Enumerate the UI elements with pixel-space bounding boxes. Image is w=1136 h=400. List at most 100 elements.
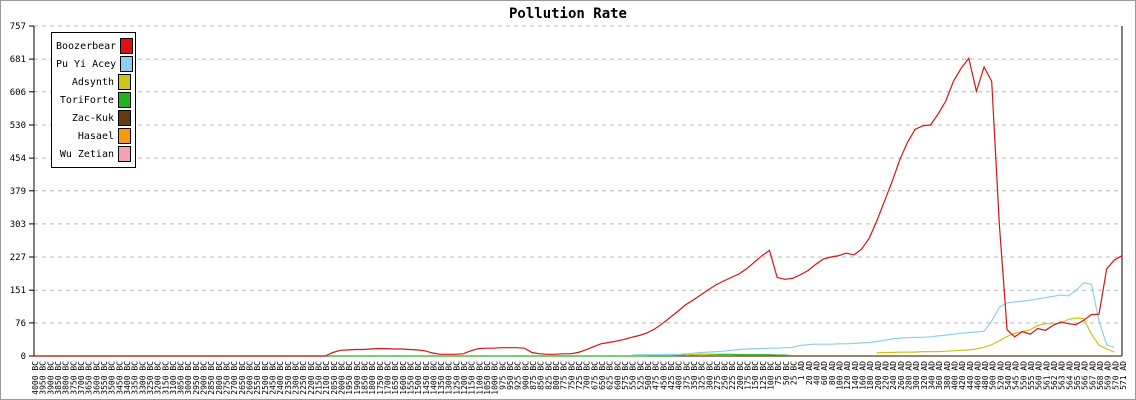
x-tick-label: 561 AD: [1042, 361, 1051, 390]
x-tick-label: 875 BC: [529, 361, 538, 390]
x-tick-label: 180 AD: [866, 361, 875, 390]
x-tick-label: 450 BC: [659, 361, 668, 390]
x-tick-label: 2250 BC: [299, 361, 308, 395]
x-tick-label: 650 BC: [598, 361, 607, 390]
x-tick-label: 220 AD: [882, 361, 891, 390]
y-tick-label: 303: [10, 220, 26, 230]
x-tick-label: 2850 BC: [207, 361, 216, 395]
x-tick-label: 3150 BC: [161, 361, 170, 395]
x-tick-label: 570 AD: [1111, 361, 1120, 390]
x-tick-label: 75 BC: [774, 361, 783, 385]
x-tick-label: 1450 BC: [422, 361, 431, 395]
x-tick-label: 3900 BC: [46, 361, 55, 395]
x-tick-label: 50 BC: [782, 361, 791, 385]
x-tick-label: 2000 BC: [338, 361, 347, 395]
x-tick-label: 400 BC: [675, 361, 684, 390]
x-tick-label: 3050 BC: [177, 361, 186, 395]
x-tick-label: 360 AD: [935, 361, 944, 390]
y-tick-label: 0: [21, 352, 26, 362]
x-tick-label: 2650 BC: [238, 361, 247, 395]
x-tick-label: 20 AD: [805, 361, 814, 385]
x-tick-label: 2300 BC: [292, 361, 301, 395]
x-tick-label: 675 BC: [590, 361, 599, 390]
series-line: [876, 317, 1115, 354]
x-tick-label: 1900 BC: [353, 361, 362, 395]
y-tick-label: 76: [15, 319, 26, 329]
x-tick-label: 1700 BC: [384, 361, 393, 395]
x-tick-label: 1050 BC: [483, 361, 492, 395]
x-tick-label: 550 AD: [1019, 361, 1028, 390]
x-tick-label: 3300 BC: [138, 361, 147, 395]
x-tick-label: 540 AD: [1004, 361, 1013, 390]
x-tick-label: 555 AD: [1027, 361, 1036, 390]
x-tick-label: 1250 BC: [452, 361, 461, 395]
x-tick-label: 1650 BC: [391, 361, 400, 395]
series-line: [631, 282, 1115, 356]
x-tick-label: 325 BC: [698, 361, 707, 390]
legend-label: Wu Zetian: [59, 148, 114, 160]
x-tick-label: 225 BC: [728, 361, 737, 390]
x-tick-label: 562 AD: [1050, 361, 1059, 390]
x-tick-label: 3700 BC: [77, 361, 86, 395]
legend-swatch: [120, 56, 134, 72]
x-tick-label: 340 AD: [928, 361, 937, 390]
x-tick-label: 850 BC: [537, 361, 546, 390]
x-tick-label: 825 BC: [544, 361, 553, 390]
x-tick-label: 2450 BC: [269, 361, 278, 395]
x-tick-label: 2400 BC: [276, 361, 285, 395]
x-tick-label: 380 AD: [943, 361, 952, 390]
legend-item: Pu Yi Acey: [56, 55, 134, 73]
x-tick-label: 1950 BC: [345, 361, 354, 395]
x-tick-label: 1 AD: [797, 361, 806, 380]
x-tick-label: 4000 BC: [31, 361, 40, 395]
legend-swatch: [118, 146, 131, 162]
x-tick-label: 750 BC: [567, 361, 576, 390]
x-tick-label: 3400 BC: [123, 361, 132, 395]
x-tick-label: 320 AD: [920, 361, 929, 390]
x-tick-label: 625 BC: [606, 361, 615, 390]
legend-item: Adsynth: [56, 73, 131, 91]
x-tick-label: 569 AD: [1104, 361, 1113, 390]
legend-swatch: [120, 38, 134, 54]
x-tick-label: 925 BC: [514, 361, 523, 390]
x-tick-label: 80 AD: [828, 361, 837, 385]
legend-item: Hasael: [56, 127, 131, 145]
x-tick-label: 150 BC: [751, 361, 760, 390]
x-tick-label: 2050 BC: [330, 361, 339, 395]
x-tick-label: 600 BC: [613, 361, 622, 390]
x-tick-label: 140 AD: [851, 361, 860, 390]
x-tick-label: 3000 BC: [184, 361, 193, 395]
legend: Boozerbear Pu Yi Acey Adsynth ToriForte Zac-…: [51, 32, 136, 168]
x-tick-label: 460 AD: [973, 361, 982, 390]
x-tick-label: 375 BC: [682, 361, 691, 390]
x-tick-label: 275 BC: [713, 361, 722, 390]
legend-swatch: [118, 92, 131, 108]
legend-label: Adsynth: [71, 76, 114, 88]
legend-label: Pu Yi Acey: [56, 58, 117, 70]
y-tick-label: 227: [10, 253, 26, 263]
x-tick-label: 2800 BC: [215, 361, 224, 395]
legend-label: Zac-Kuk: [71, 112, 114, 124]
x-tick-label: 3650 BC: [85, 361, 94, 395]
legend-item: Zac-Kuk: [56, 109, 131, 127]
legend-swatch: [118, 110, 131, 126]
y-tick-label: 530: [10, 121, 26, 131]
x-tick-label: 3750 BC: [69, 361, 78, 395]
x-tick-label: 950 BC: [506, 361, 515, 390]
x-tick-label: 1200 BC: [460, 361, 469, 395]
legend-swatch: [118, 128, 131, 144]
x-tick-label: 160 AD: [859, 361, 868, 390]
x-tick-label: 120 AD: [843, 361, 852, 390]
x-tick-label: 300 AD: [912, 361, 921, 390]
x-tick-label: 3800 BC: [62, 361, 71, 395]
x-tick-label: 1500 BC: [414, 361, 423, 395]
x-tick-label: 40 AD: [813, 361, 822, 385]
x-tick-label: 560 AD: [1035, 361, 1044, 390]
x-tick-label: 500 BC: [644, 361, 653, 390]
y-tick-label: 151: [10, 286, 26, 296]
x-tick-label: 550 BC: [629, 361, 638, 390]
legend-item: ToriForte: [56, 91, 131, 109]
x-tick-label: 3550 BC: [100, 361, 109, 395]
